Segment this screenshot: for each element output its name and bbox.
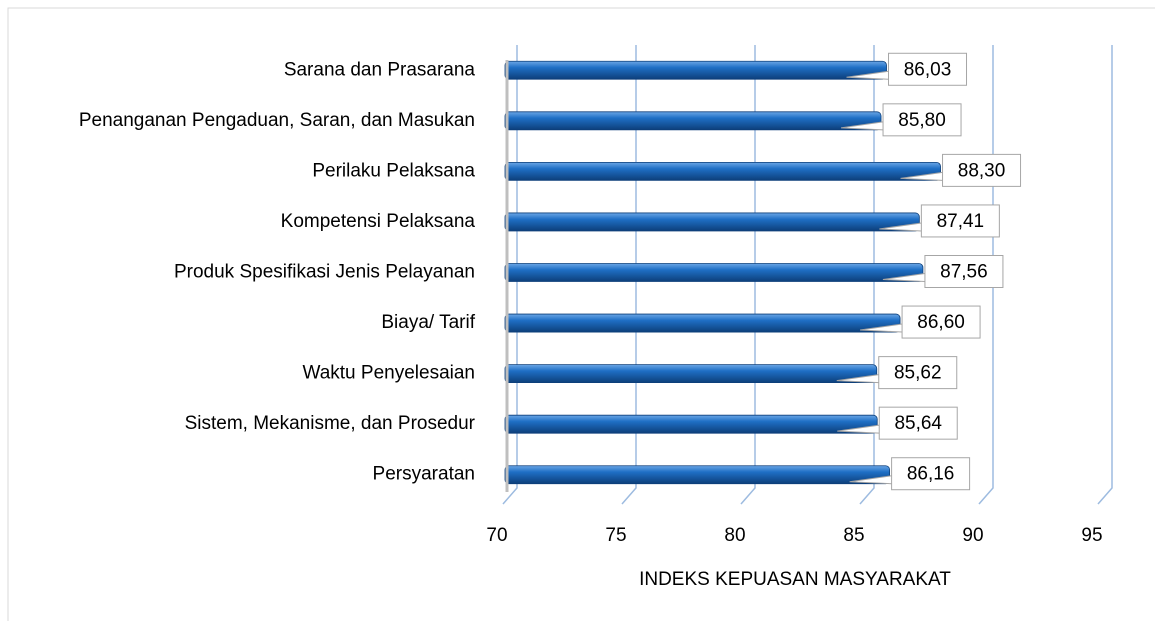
label-box bbox=[901, 305, 981, 339]
label-callout bbox=[879, 222, 922, 232]
x-tick-label: 85 bbox=[843, 525, 864, 546]
grid-line bbox=[740, 45, 756, 505]
grid-line bbox=[621, 45, 637, 505]
label-box bbox=[920, 204, 1000, 238]
bar bbox=[504, 212, 920, 232]
bar bbox=[504, 313, 901, 333]
label-callout bbox=[849, 475, 892, 485]
grid-line bbox=[502, 45, 518, 505]
x-tick-label: 70 bbox=[486, 525, 507, 546]
label-box bbox=[924, 255, 1004, 288]
x-tick-label: 80 bbox=[724, 525, 745, 546]
bar bbox=[504, 263, 924, 282]
bar bbox=[504, 161, 941, 181]
data-label: 85,80 bbox=[898, 110, 946, 131]
data-label: 87,41 bbox=[937, 211, 985, 232]
label-callout bbox=[836, 374, 879, 384]
data-label: 85,62 bbox=[894, 363, 942, 384]
x-tick-label: 75 bbox=[605, 525, 626, 546]
bar bbox=[504, 364, 878, 384]
bar bbox=[504, 414, 878, 434]
data-label: 87,56 bbox=[940, 262, 988, 283]
label-callout bbox=[846, 70, 889, 80]
data-label: 86,03 bbox=[904, 59, 952, 80]
label-callout bbox=[840, 121, 884, 131]
data-label: 85,64 bbox=[894, 413, 942, 434]
x-axis-title: INDEKS KEPUASAN MASYARAKAT bbox=[639, 569, 951, 590]
label-box bbox=[882, 103, 962, 137]
y-tick-label: Kompetensi Pelaksana bbox=[281, 211, 476, 232]
data-label: 86,16 bbox=[907, 464, 955, 485]
bar bbox=[504, 111, 882, 131]
bar bbox=[504, 465, 891, 485]
label-callout bbox=[900, 171, 943, 181]
x-tick-label: 90 bbox=[962, 525, 983, 546]
y-tick-label: Penanganan Pengaduan, Saran, dan Masukan bbox=[79, 110, 475, 131]
y-tick-label: Sistem, Mekanisme, dan Prosedur bbox=[185, 413, 476, 434]
label-box bbox=[878, 356, 958, 390]
chart-border bbox=[7, 7, 1155, 626]
label-callout bbox=[860, 323, 903, 333]
data-label: 88,30 bbox=[958, 160, 1006, 181]
label-callout bbox=[837, 424, 880, 434]
label-box bbox=[878, 406, 958, 440]
x-tick-label: 95 bbox=[1081, 525, 1102, 546]
label-box bbox=[891, 457, 971, 491]
y-tick-label: Waktu Penyelesaian bbox=[302, 363, 475, 384]
label-callout bbox=[882, 273, 925, 282]
y-tick-label: Sarana dan Prasarana bbox=[284, 59, 476, 80]
label-box bbox=[942, 153, 1022, 187]
y-tick-label: Produk Spesifikasi Jenis Pelayanan bbox=[174, 262, 475, 283]
label-box bbox=[888, 52, 968, 86]
y-tick-label: Perilaku Pelaksana bbox=[312, 160, 475, 181]
grid-line bbox=[1097, 45, 1113, 505]
grid-line bbox=[859, 45, 875, 505]
y-tick-label: Persyaratan bbox=[373, 464, 475, 485]
y-tick-label: Biaya/ Tarif bbox=[381, 312, 475, 333]
grid-line bbox=[978, 45, 994, 505]
bar bbox=[504, 60, 887, 80]
data-label: 86,60 bbox=[917, 312, 965, 333]
